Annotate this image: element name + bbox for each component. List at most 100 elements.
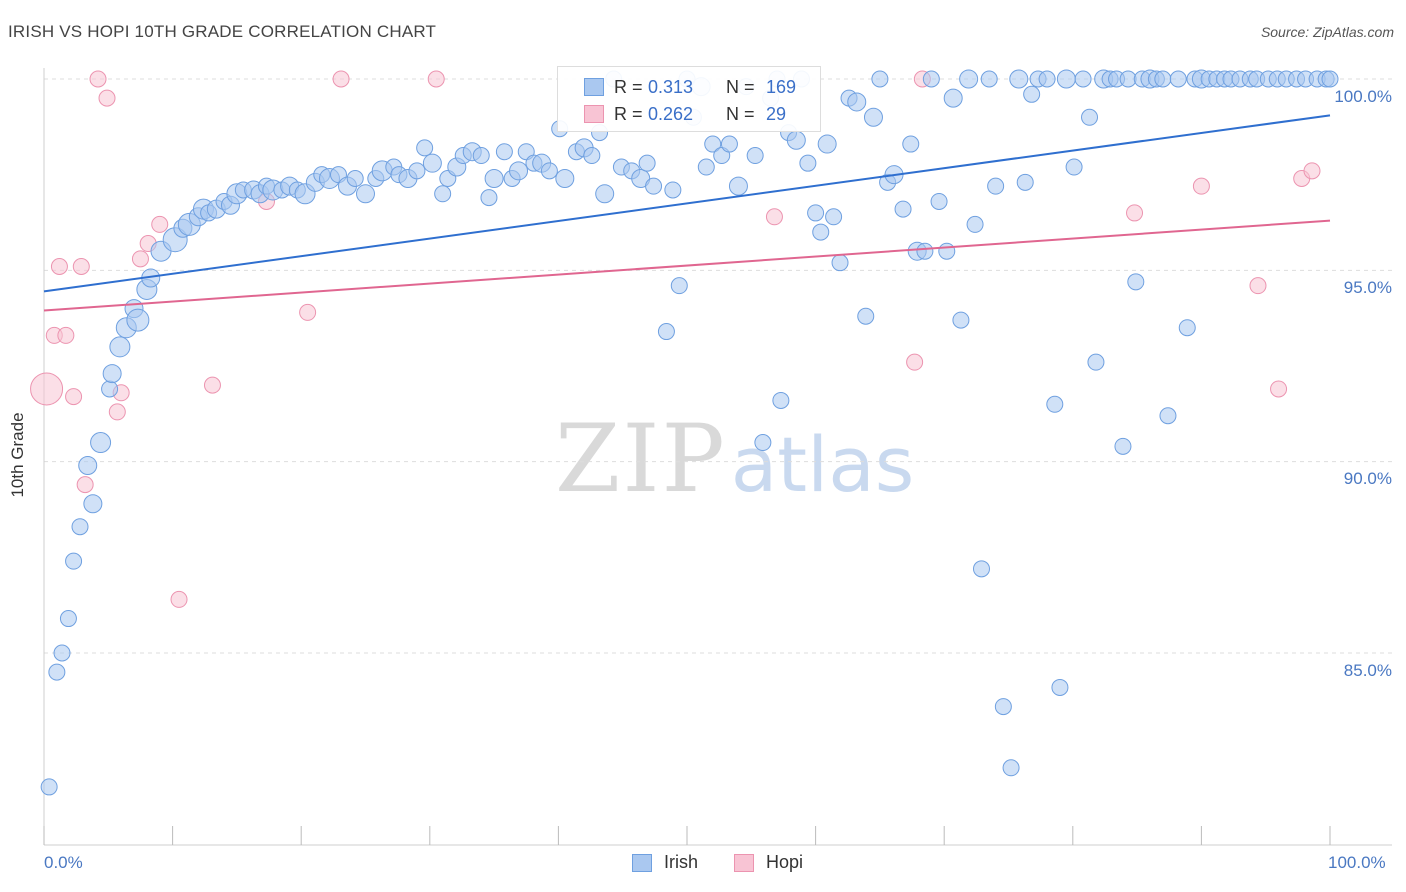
y-tick-label: 90.0% <box>1343 469 1392 488</box>
irish-point <box>746 147 764 165</box>
irish-point <box>863 107 883 127</box>
hopi-point <box>906 353 924 371</box>
irish-point <box>480 189 498 207</box>
irish-point <box>90 432 112 454</box>
irish-point <box>59 610 77 628</box>
irish-point <box>109 336 131 358</box>
hopi-point <box>131 250 149 268</box>
r-label: R = <box>614 76 643 97</box>
irish-point <box>1046 395 1064 413</box>
hopi-point <box>65 388 83 406</box>
legend-item-hopi[interactable]: Hopi <box>734 852 803 873</box>
hopi-point <box>1126 204 1144 222</box>
grid-lines <box>44 78 1392 654</box>
irish-point <box>509 161 529 181</box>
irish-point <box>871 70 889 88</box>
hopi-swatch <box>584 105 604 123</box>
n-value: 169 <box>766 76 797 97</box>
irish-point <box>1159 407 1177 425</box>
irish-point <box>1321 70 1339 88</box>
legend-label-irish: Irish <box>664 852 699 872</box>
irish-point <box>1023 85 1041 103</box>
irish-trend-line <box>43 114 1331 293</box>
irish-point <box>126 308 150 332</box>
irish-point <box>408 162 426 180</box>
irish-point <box>48 663 66 681</box>
irish-point <box>786 130 806 150</box>
r-value: 0.262 <box>648 103 694 124</box>
hopi-point <box>1270 380 1288 398</box>
irish-point <box>101 380 119 398</box>
hopi-point <box>50 258 68 276</box>
hopi-point <box>57 326 75 344</box>
irish-point <box>817 134 837 154</box>
irish-point <box>831 254 849 272</box>
hopi-point <box>1303 162 1321 180</box>
irish-point <box>434 185 452 203</box>
irish-point <box>807 204 825 222</box>
irish-point <box>857 307 875 325</box>
irish-point <box>894 200 912 218</box>
watermark-zip: ZIP <box>555 405 727 514</box>
irish-point <box>1154 70 1172 88</box>
irish-point <box>495 143 513 161</box>
hopi-point <box>332 70 350 88</box>
irish-point <box>53 644 71 662</box>
irish-point <box>102 364 122 384</box>
irish-point <box>472 147 490 165</box>
irish-point <box>930 192 948 210</box>
x-tick-label: 100.0% <box>1328 853 1386 872</box>
legend-label-hopi: Hopi <box>766 852 804 872</box>
hopi-point <box>203 376 221 394</box>
hopi-trend-line <box>43 219 1331 312</box>
n-value: 29 <box>766 103 787 124</box>
irish-point <box>1056 69 1076 89</box>
irish-point <box>704 135 722 153</box>
irish-point <box>812 223 830 241</box>
irish-point <box>83 494 103 514</box>
n-label: N = <box>726 103 755 124</box>
irish-point <box>966 215 984 233</box>
hopi-point <box>76 476 94 494</box>
irish-point <box>670 277 688 295</box>
irish-point <box>1178 319 1196 337</box>
irish-point <box>1016 173 1034 191</box>
irish-swatch <box>632 853 652 872</box>
irish-point <box>1127 273 1145 291</box>
irish-point <box>657 323 675 341</box>
irish-point <box>422 153 442 173</box>
stats-legend: R = 0.313 N = 169 R = 0.262 N = 29 <box>557 66 821 132</box>
hopi-point <box>151 215 169 233</box>
hopi-point <box>108 403 126 421</box>
irish-point <box>952 311 970 329</box>
irish-point <box>1119 70 1137 88</box>
irish-point <box>1081 108 1099 126</box>
r-label: R = <box>614 103 643 124</box>
irish-point <box>78 455 98 475</box>
r-value: 0.313 <box>648 76 694 97</box>
irish-point <box>1074 70 1092 88</box>
irish-point <box>1038 70 1056 88</box>
irish-point <box>987 177 1005 195</box>
irish-point <box>959 69 979 89</box>
irish-swatch <box>584 78 604 96</box>
irish-point <box>754 434 772 452</box>
hopi-point <box>89 70 107 88</box>
irish-point <box>799 154 817 172</box>
trend-lines <box>43 114 1331 312</box>
irish-point <box>1087 353 1105 371</box>
hopi-swatch <box>734 853 754 872</box>
irish-point <box>1114 437 1132 455</box>
chart-title: IRISH VS HOPI 10TH GRADE CORRELATION CHA… <box>8 22 437 41</box>
irish-point <box>346 169 364 187</box>
irish-point <box>664 181 682 199</box>
irish-point <box>994 698 1012 716</box>
legend-item-irish[interactable]: Irish <box>632 852 698 873</box>
irish-point <box>902 135 920 153</box>
source-label: Source: ZipAtlas.com <box>1260 24 1394 40</box>
irish-point <box>922 70 940 88</box>
irish-point <box>583 147 601 165</box>
irish-point <box>943 88 963 108</box>
irish-point <box>980 70 998 88</box>
